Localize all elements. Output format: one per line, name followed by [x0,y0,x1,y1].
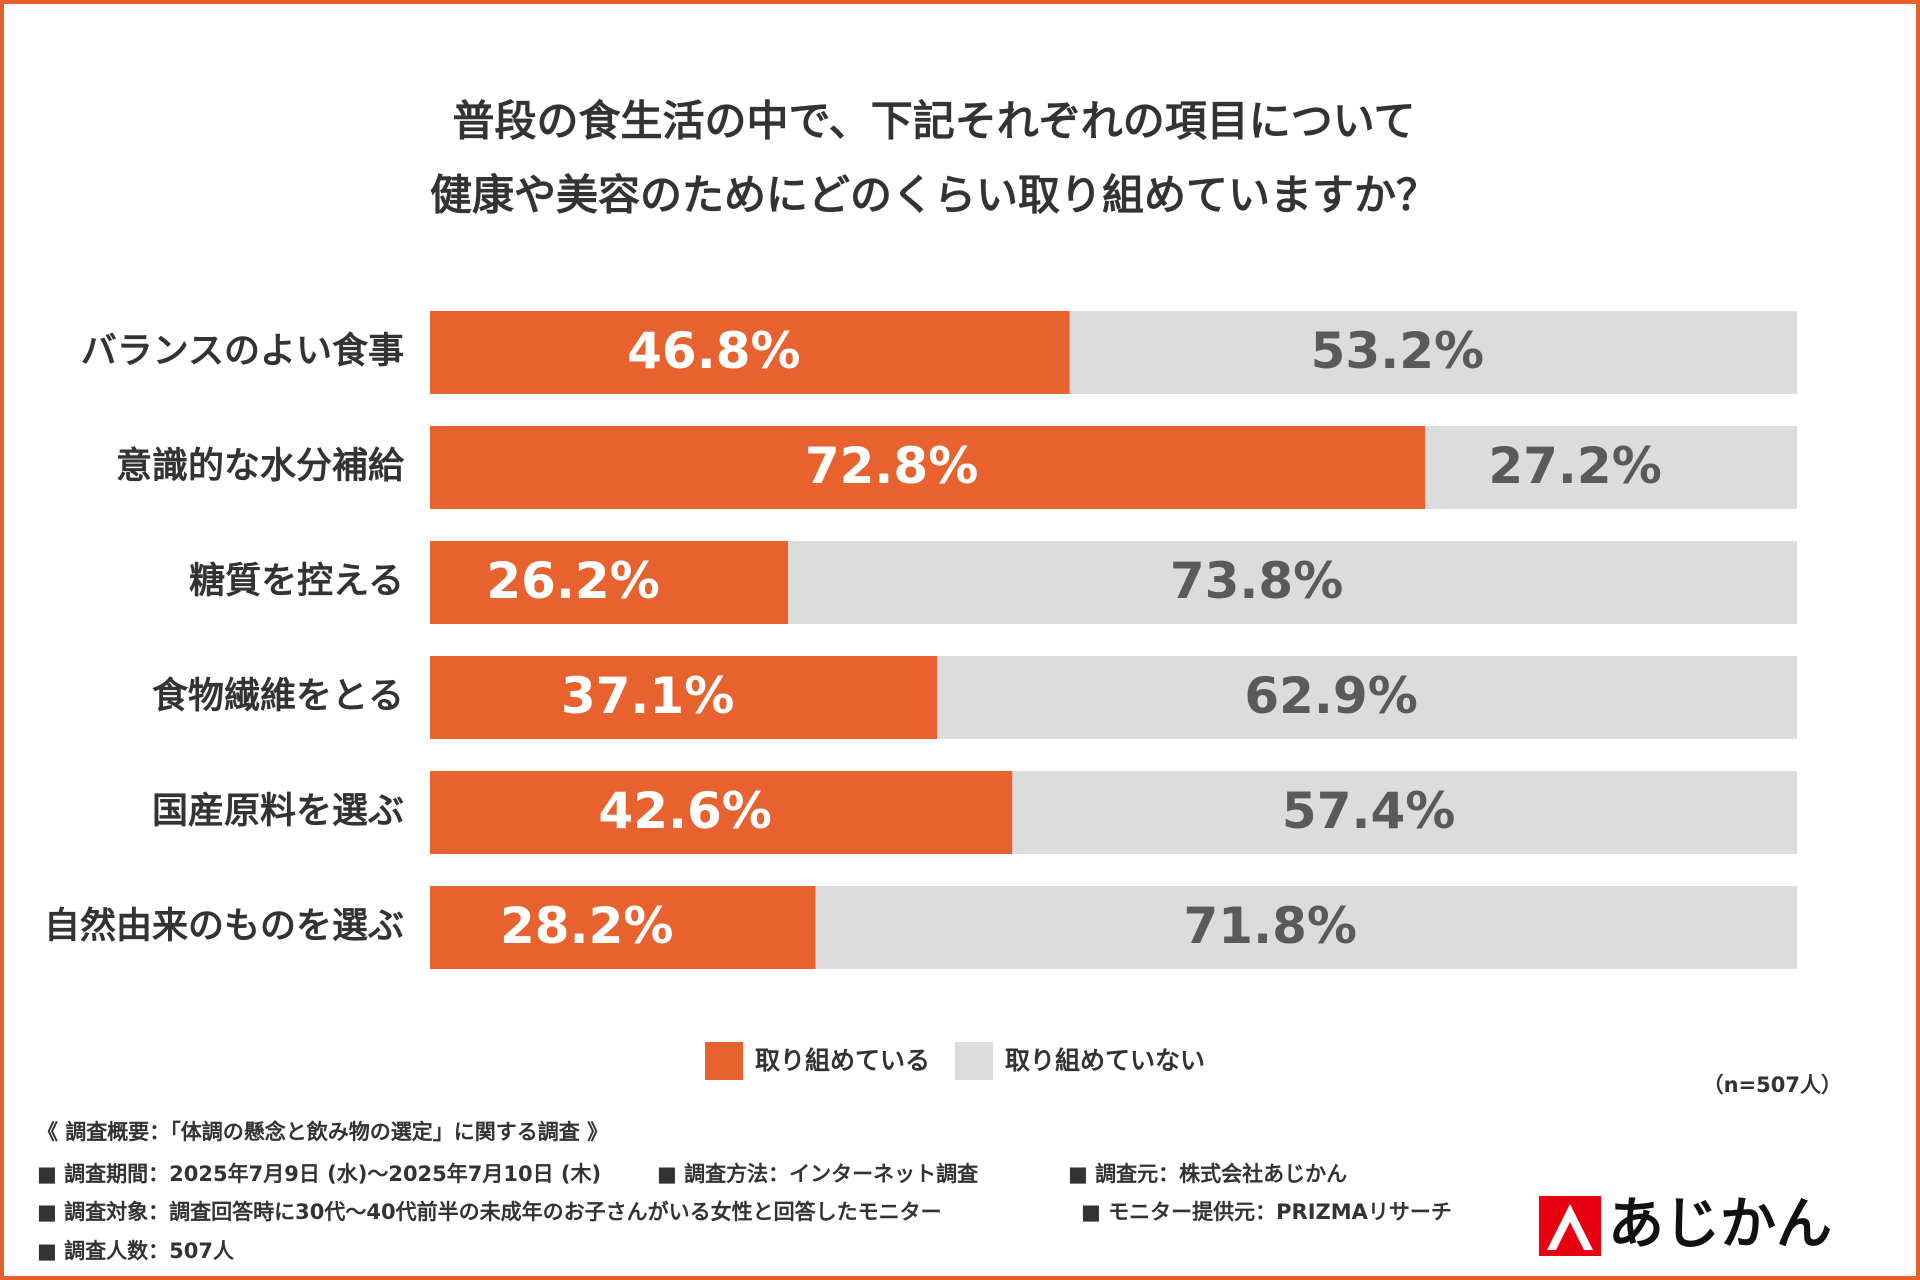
bar-segment [1012,771,1797,854]
bar-segment [430,886,816,969]
bar-segment [430,311,1070,394]
bar-segment [430,541,789,624]
legend-swatch [705,1042,743,1080]
bar-segment [430,426,1426,509]
y-tick-label: 食物繊維をとる [152,676,404,717]
bar-segment [1425,426,1797,509]
chart-title: 普段の食生活の中で、下記それぞれの項目について [452,97,1415,146]
footnote: ■ 調査元：株式会社あじかん [1068,1162,1347,1186]
y-tick-label: バランスのよい食事 [81,331,404,372]
legend-label: 取り組めていない [1005,1046,1205,1075]
legend-label: 取り組めている [755,1046,930,1075]
value-label: 57.4% [1282,782,1455,840]
footnote: ■ モニター提供元：PRIZMAリサーチ [1081,1200,1452,1224]
sample-note: （n=507人） [1703,1073,1842,1097]
footnote: ■ 調査方法：インターネット調査 [657,1162,978,1186]
logo: あじかん [1539,1192,1832,1257]
footnote: ■ 調査人数：507人 [37,1239,234,1263]
bar-segment [430,656,938,739]
value-label: 46.8% [627,322,800,380]
logo-text: あじかん [1608,1192,1832,1257]
y-tick-label: 意識的な水分補給 [116,446,405,487]
footnote: 《 調査概要：「体調の懸念と飲み物の選定」に関する調査 》 [37,1120,608,1144]
value-label: 26.2% [486,552,659,610]
value-label: 37.1% [561,667,734,725]
value-label: 62.9% [1244,667,1417,725]
value-label: 53.2% [1311,322,1484,380]
bar-segment [815,886,1797,969]
chart-title: 健康や美容のためにどのくらい取り組めていますか？ [430,171,1438,220]
footnote: ■ 調査期間：2025年7月9日 (水)～2025年7月10日 (木) [37,1162,601,1186]
footnote: ■ 調査対象：調査回答時に30代～40代前半の未成年のお子さんがいる女性と回答し… [37,1200,942,1224]
logo-icon [1547,1204,1593,1250]
value-label: 42.6% [598,782,771,840]
value-label: 73.8% [1170,552,1343,610]
value-label: 72.8% [805,437,978,495]
value-label: 27.2% [1488,437,1661,495]
value-label: 28.2% [500,897,673,955]
legend-swatch [955,1042,993,1080]
y-tick-label: 国産原料を選ぶ [152,791,404,832]
y-tick-label: 自然由来のものを選ぶ [44,905,404,947]
bar-segment [937,656,1797,739]
y-tick-label: 糖質を控える [189,561,404,602]
value-label: 71.8% [1184,897,1357,955]
bar-segment [788,541,1797,624]
bar-segment [1069,311,1797,394]
bar-segment [430,771,1013,854]
